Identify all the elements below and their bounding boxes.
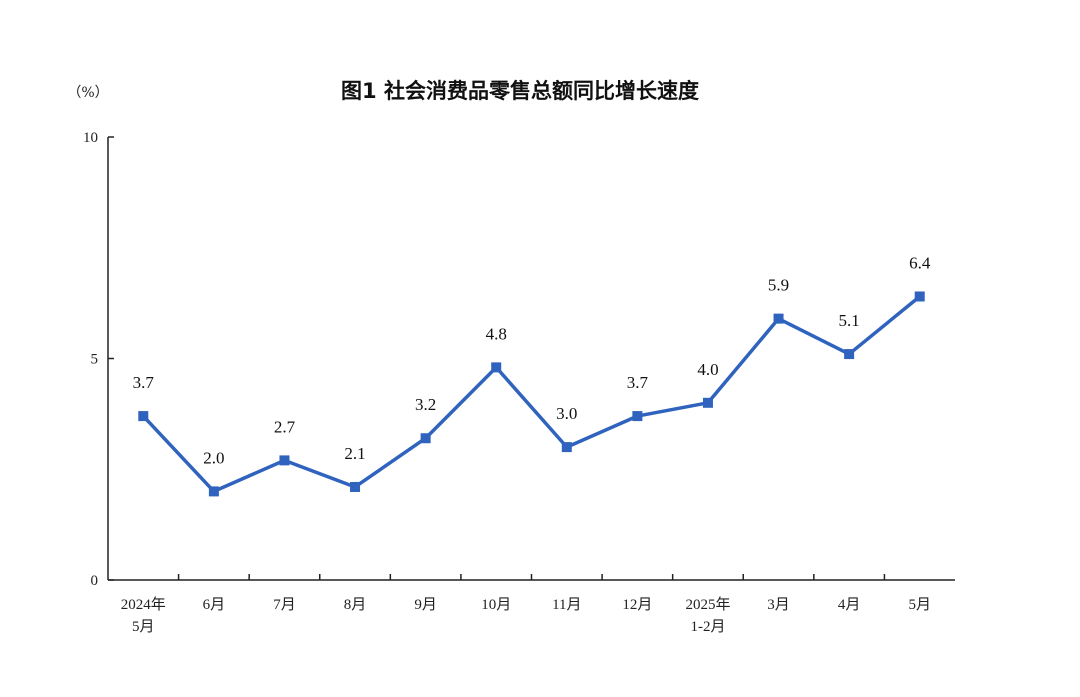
y-tick-label: 0 [91,573,99,589]
y-tick-label: 10 [83,130,98,146]
data-point-marker [844,349,855,360]
data-point-marker [138,411,149,422]
x-tick-label: 11月 [552,597,581,613]
x-tick-label: 6月 [203,597,226,613]
x-tick-label: 2024年 [121,596,166,613]
x-axis-ticks: 2024年 5月 6月 7月 8月 9月 10月 11月 12月 2025年 1-2月 3月 4月 5月 [121,574,931,635]
x-tick-label: 7月 [273,597,296,613]
data-label: 4.8 [486,324,507,343]
chart-title: 图1 社会消费品零售总额同比增长速度 [341,79,699,103]
x-tick-label: 9月 [414,597,437,613]
data-label: 3.7 [627,373,649,392]
x-tick-label: 2025年 [685,596,730,613]
data-label: 5.9 [768,276,789,295]
data-label: 3.0 [556,404,577,423]
data-point-marker [208,486,219,497]
data-point-marker [491,362,502,373]
series-line [142,295,921,494]
series-growth-rate: 3.7 2.0 2.7 2.1 3.2 4.8 3.0 3.7 4.0 5.9 5.1 6.4 [133,253,931,497]
data-label: 2.1 [344,444,365,463]
x-tick-label: 8月 [344,597,367,613]
x-tick-label: 4月 [838,597,861,613]
data-label: 3.7 [133,373,155,392]
data-point-marker [279,455,290,466]
x-tick-label: 1-2月 [690,619,725,635]
data-point-marker [702,397,713,408]
data-point-marker [350,481,361,492]
y-tick-label: 5 [91,352,99,368]
x-tick-label: 5月 [908,597,931,613]
x-tick-label: 5月 [132,619,155,635]
x-tick-label: 12月 [622,597,652,613]
data-label: 2.7 [274,417,296,436]
x-tick-label: 3月 [767,597,790,613]
data-point-marker [420,433,431,444]
data-label: 3.2 [415,395,436,414]
data-label: 5.1 [839,311,860,330]
y-axis-ticks: 0 5 10 [83,130,114,589]
data-point-marker [561,442,572,453]
y-axis-unit-label: （%） [67,85,108,101]
x-tick-label: 10月 [481,597,511,613]
data-point-marker [773,313,784,324]
data-label: 6.4 [909,253,931,272]
data-label: 4.0 [697,360,718,379]
data-point-marker [632,411,643,422]
data-label: 2.0 [203,448,224,467]
data-point-marker [914,291,925,302]
